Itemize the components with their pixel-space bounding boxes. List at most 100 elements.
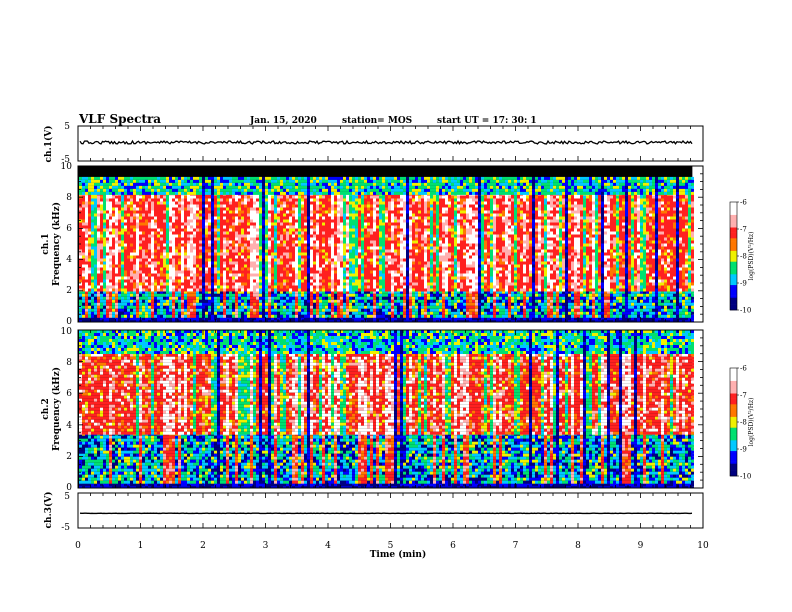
spectrogram-cell bbox=[319, 285, 322, 289]
spectrogram-cell bbox=[352, 308, 355, 312]
spectrogram-cell bbox=[292, 219, 295, 223]
spectrogram-cell bbox=[346, 317, 349, 321]
spectrogram-cell bbox=[286, 308, 289, 312]
spectrogram-cell bbox=[82, 293, 85, 297]
spectrogram-cell bbox=[235, 219, 238, 223]
spectrogram-cell bbox=[157, 207, 160, 211]
spectrogram-cell bbox=[346, 311, 349, 315]
spectrogram-cell bbox=[274, 249, 277, 253]
spectrogram-cell bbox=[163, 243, 166, 247]
spectrogram-cell bbox=[343, 231, 346, 235]
spectrogram-cell bbox=[283, 182, 286, 186]
spectrogram-cell bbox=[244, 240, 247, 244]
spectrogram-cell bbox=[268, 255, 271, 259]
spectrogram-cell bbox=[223, 240, 226, 244]
spectrogram-cell bbox=[235, 276, 238, 280]
spectrogram-cell bbox=[151, 282, 154, 286]
spectrogram-cell bbox=[160, 216, 163, 220]
spectrogram-cell bbox=[373, 273, 376, 277]
spectrogram-cell bbox=[286, 320, 289, 322]
spectrogram-cell bbox=[235, 255, 238, 259]
spectrogram-cell bbox=[136, 219, 139, 223]
spectrogram-cell bbox=[115, 296, 118, 300]
spectrogram-cell bbox=[130, 288, 133, 292]
spectrogram-cell bbox=[289, 258, 292, 262]
spectrogram-cell bbox=[208, 225, 211, 229]
spectrogram-cell bbox=[181, 293, 184, 297]
spectrogram-cell bbox=[163, 258, 166, 262]
spectrogram-cell bbox=[256, 201, 259, 205]
spectrogram-cell bbox=[163, 290, 166, 294]
spectrogram-cell bbox=[304, 302, 307, 306]
spectrogram-cell bbox=[115, 228, 118, 232]
spectrogram-cell bbox=[142, 213, 145, 217]
spectrogram-cell bbox=[124, 234, 127, 238]
spectrogram-cell bbox=[304, 210, 307, 214]
spectrogram-cell bbox=[91, 231, 94, 235]
spectrogram-cell bbox=[220, 176, 223, 180]
spectrogram-cell bbox=[208, 308, 211, 312]
spectrogram-cell bbox=[361, 195, 364, 199]
spectrogram-cell bbox=[217, 255, 220, 259]
spectrogram-cell bbox=[337, 188, 340, 192]
spectrogram-cell bbox=[223, 198, 226, 202]
spectrogram-cell bbox=[226, 210, 229, 214]
spectrogram-cell bbox=[172, 296, 175, 300]
spectrogram-cell bbox=[118, 246, 121, 250]
spectrogram-cell bbox=[226, 237, 229, 241]
spectrogram-cell bbox=[352, 222, 355, 226]
spectrogram-cell bbox=[208, 285, 211, 289]
spectrogram-cell bbox=[136, 204, 139, 208]
spectrogram-cell bbox=[184, 299, 187, 303]
spectrogram-cell bbox=[325, 249, 328, 253]
spectrogram-cell bbox=[376, 258, 379, 262]
spectrogram-cell bbox=[256, 288, 259, 292]
spectrogram-cell bbox=[286, 305, 289, 309]
spectrogram-cell bbox=[346, 195, 349, 199]
spectrogram-cell bbox=[313, 252, 316, 256]
spectrogram-cell bbox=[193, 249, 196, 253]
spectrogram-cell bbox=[277, 288, 280, 292]
spectrogram-cell bbox=[172, 308, 175, 312]
spectrogram-cell bbox=[349, 231, 352, 235]
spectrogram-cell bbox=[103, 210, 106, 214]
spectrogram-cell bbox=[253, 258, 256, 262]
spectrogram-cell bbox=[247, 179, 250, 183]
spectrogram-cell bbox=[355, 261, 358, 265]
spectrogram-cell bbox=[319, 311, 322, 315]
spectrogram-cell bbox=[109, 188, 112, 192]
spectrogram-cell bbox=[274, 285, 277, 289]
spectrogram-cell bbox=[256, 210, 259, 214]
spectrogram-cell bbox=[112, 276, 115, 280]
spectrogram-cell bbox=[289, 243, 292, 247]
spectrogram-cell bbox=[226, 176, 229, 180]
spectrogram-cell bbox=[145, 258, 148, 262]
spectrogram-cell bbox=[157, 270, 160, 274]
spectrogram-cell bbox=[358, 285, 361, 289]
spectrogram-cell bbox=[100, 296, 103, 300]
spectrogram-cell bbox=[346, 228, 349, 232]
spectrogram-cell bbox=[349, 299, 352, 303]
spectrogram-cell bbox=[226, 290, 229, 294]
spectrogram-cell bbox=[172, 246, 175, 250]
ch1-waveform-trace bbox=[79, 139, 693, 146]
spectrogram-cell bbox=[223, 228, 226, 232]
spectrogram-cell bbox=[190, 179, 193, 183]
spectrogram-cell bbox=[148, 188, 151, 192]
spectrogram-cell bbox=[82, 195, 85, 199]
spectrogram-cell bbox=[223, 252, 226, 256]
spectrogram-cell bbox=[232, 276, 235, 280]
spectrogram-cell bbox=[328, 282, 331, 286]
spectrogram-cell bbox=[373, 282, 376, 286]
spectrogram-cell bbox=[343, 264, 346, 268]
spectrogram-cell bbox=[274, 240, 277, 244]
spectrogram-cell bbox=[259, 225, 262, 229]
spectrogram-cell bbox=[124, 273, 127, 277]
spectrogram-cell bbox=[226, 311, 229, 315]
spectrogram-cell bbox=[340, 228, 343, 232]
spectrogram-cell bbox=[196, 279, 199, 283]
spectrogram-cell bbox=[355, 252, 358, 256]
spectrogram-cell bbox=[307, 299, 310, 303]
spectrogram-cell bbox=[256, 213, 259, 217]
spectrogram-cell bbox=[178, 252, 181, 256]
